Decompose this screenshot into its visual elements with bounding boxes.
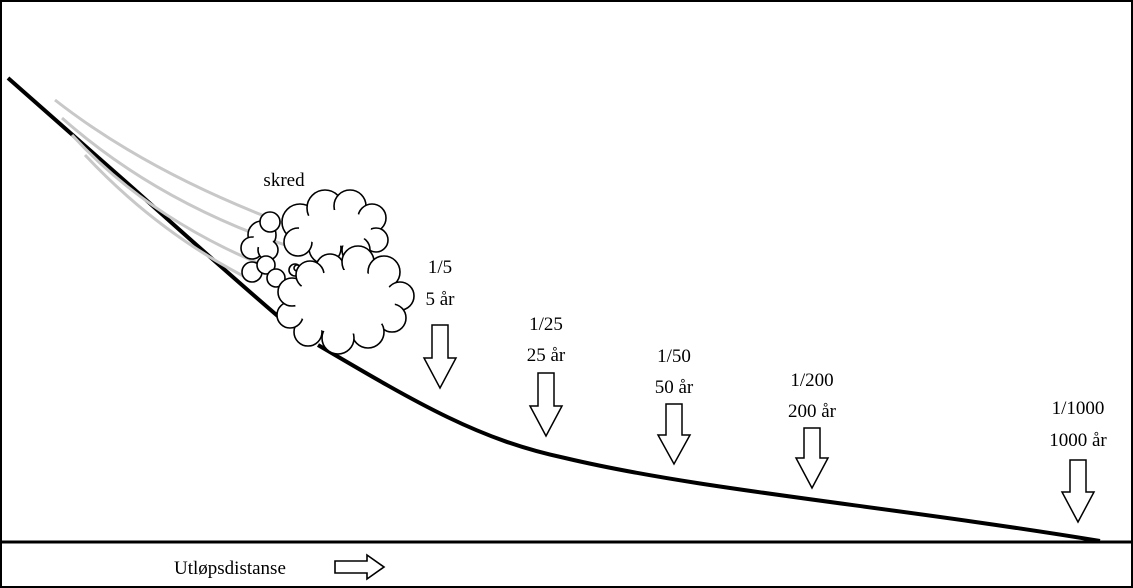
return-period-fraction: 1/1000 [1052,398,1105,419]
return-period-years: 5 år [425,289,455,310]
return-period-years: 25 år [527,345,566,366]
return-period-fraction: 1/200 [790,370,833,391]
return-period-years: 200 år [788,401,837,422]
avalanche-label: skred [263,170,305,191]
return-period-years: 50 år [655,377,694,398]
return-period-years: 1000 år [1049,430,1107,451]
return-period-fraction: 1/50 [657,346,691,367]
runout-distance-label: Utløpsdistanse [174,558,286,579]
return-period-fraction: 1/25 [529,314,563,335]
return-period-fraction: 1/5 [428,257,452,278]
